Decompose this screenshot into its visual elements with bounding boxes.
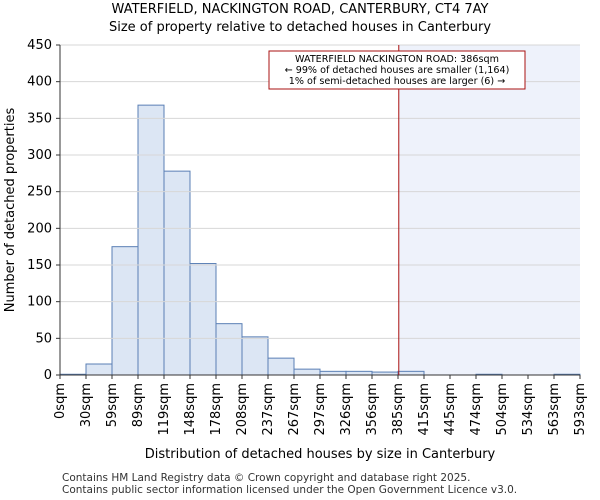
x-tick-label: 297sqm bbox=[313, 383, 328, 436]
y-tick-label: 250 bbox=[27, 185, 52, 200]
larger-region-shade bbox=[398, 45, 580, 375]
x-tick-label: 474sqm bbox=[469, 383, 484, 436]
histogram-bar bbox=[137, 104, 165, 376]
annotation-line-2: ← 99% of detached houses are smaller (1,… bbox=[285, 65, 510, 76]
annotation-line-1: WATERFIELD NACKINGTON ROAD: 386sqm bbox=[295, 54, 499, 65]
histogram-bar bbox=[345, 370, 373, 376]
x-tick-label: 534sqm bbox=[521, 383, 536, 436]
x-tick-label: 415sqm bbox=[417, 383, 432, 436]
x-tick-label: 208sqm bbox=[235, 383, 250, 436]
histogram-bar bbox=[111, 246, 139, 376]
y-tick-label: 300 bbox=[27, 148, 52, 163]
annotation-line-3: 1% of semi-detached houses are larger (6… bbox=[289, 76, 506, 87]
x-tick-label: 119sqm bbox=[157, 383, 172, 436]
chart-subtitle: Size of property relative to detached ho… bbox=[108, 20, 492, 35]
x-tick-label: 445sqm bbox=[443, 383, 458, 436]
y-tick-label: 150 bbox=[27, 258, 52, 273]
y-axis-title: Number of detached properties bbox=[3, 108, 18, 313]
chart-title: WATERFIELD, NACKINGTON ROAD, CANTERBURY,… bbox=[111, 2, 489, 17]
histogram-bar bbox=[267, 357, 295, 376]
annotation-box bbox=[268, 50, 526, 90]
y-tick-label: 350 bbox=[27, 111, 52, 126]
histogram-bar bbox=[319, 370, 347, 376]
x-tick-label: 385sqm bbox=[391, 383, 406, 436]
x-tick-label: 563sqm bbox=[547, 383, 562, 436]
y-tick-label: 50 bbox=[35, 331, 52, 346]
histogram-bar bbox=[215, 323, 243, 376]
y-tick-label: 0 bbox=[44, 368, 52, 383]
histogram-bar bbox=[397, 370, 425, 376]
footer-copyright: Contains HM Land Registry data © Crown c… bbox=[62, 472, 471, 484]
x-tick-label: 326sqm bbox=[339, 383, 354, 436]
x-tick-label: 504sqm bbox=[495, 383, 510, 436]
x-tick-label: 178sqm bbox=[209, 383, 224, 436]
x-tick-label: 30sqm bbox=[79, 383, 94, 427]
histogram-bar bbox=[241, 336, 269, 376]
x-tick-label: 89sqm bbox=[131, 383, 146, 427]
histogram-bar bbox=[85, 363, 113, 376]
x-tick-label: 593sqm bbox=[573, 383, 588, 436]
x-axis-title: Distribution of detached houses by size … bbox=[145, 447, 496, 462]
x-tick-label: 267sqm bbox=[287, 383, 302, 436]
y-tick-label: 200 bbox=[27, 221, 52, 236]
histogram-bar bbox=[163, 170, 191, 376]
footer-licence: Contains public sector information licen… bbox=[62, 484, 518, 496]
x-tick-label: 0sqm bbox=[53, 383, 68, 419]
x-tick-label: 237sqm bbox=[261, 383, 276, 436]
histogram-bar bbox=[189, 263, 217, 376]
y-tick-label: 450 bbox=[27, 38, 52, 53]
y-tick-label: 400 bbox=[27, 75, 52, 90]
y-tick-label: 100 bbox=[27, 295, 52, 310]
histogram-bar bbox=[293, 368, 321, 376]
x-tick-label: 356sqm bbox=[365, 383, 380, 436]
x-tick-label: 148sqm bbox=[183, 383, 198, 436]
x-tick-label: 59sqm bbox=[105, 383, 120, 427]
